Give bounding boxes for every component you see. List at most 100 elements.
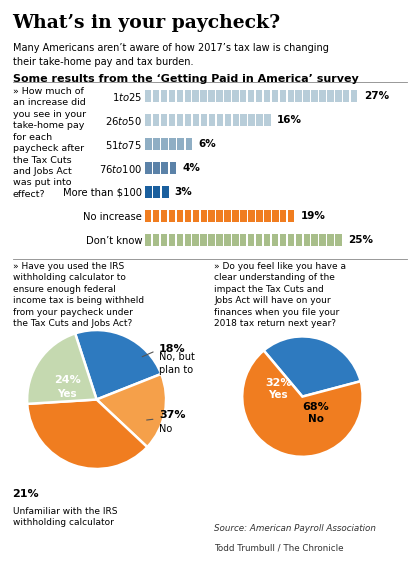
Text: Yes: Yes — [58, 389, 77, 399]
Wedge shape — [75, 330, 161, 400]
Bar — [209, 113, 215, 126]
Bar — [177, 210, 183, 222]
Bar — [225, 113, 231, 126]
Bar — [304, 234, 310, 246]
Text: Some results from the ‘Getting Paid in America’ survey: Some results from the ‘Getting Paid in A… — [13, 74, 358, 84]
Text: 6%: 6% — [198, 139, 216, 149]
Text: 3%: 3% — [175, 187, 192, 197]
Bar — [217, 113, 223, 126]
Text: » Do you feel like you have a
clear understanding of the
impact the Tax Cuts and: » Do you feel like you have a clear unde… — [214, 262, 346, 328]
Bar — [319, 90, 326, 102]
Bar — [153, 162, 160, 174]
Bar — [184, 90, 191, 102]
Bar — [208, 90, 215, 102]
Bar — [145, 113, 151, 126]
Bar — [288, 90, 294, 102]
Text: 21%: 21% — [13, 489, 39, 499]
Text: 16%: 16% — [277, 115, 302, 125]
Bar — [208, 234, 215, 246]
Bar — [224, 210, 231, 222]
Bar — [153, 234, 159, 246]
Bar — [351, 90, 357, 102]
Bar — [335, 90, 341, 102]
Bar — [232, 234, 239, 246]
Bar — [343, 90, 349, 102]
Bar — [193, 210, 199, 222]
Bar — [153, 186, 160, 198]
Bar — [161, 138, 168, 150]
Bar — [161, 113, 167, 126]
Bar — [312, 234, 318, 246]
Text: 32%: 32% — [265, 378, 291, 389]
Text: 19%: 19% — [301, 211, 326, 221]
Bar — [200, 210, 207, 222]
Bar — [288, 210, 294, 222]
Bar — [153, 90, 159, 102]
Bar — [241, 113, 247, 126]
Bar — [248, 90, 255, 102]
Bar — [145, 210, 151, 222]
Bar — [264, 234, 270, 246]
Bar — [153, 210, 159, 222]
Bar — [240, 234, 247, 246]
Bar — [208, 210, 215, 222]
Bar — [145, 90, 151, 102]
Text: Many Americans aren’t aware of how 2017’s tax law is changing
their take-home pa: Many Americans aren’t aware of how 2017’… — [13, 43, 328, 67]
Bar — [256, 210, 262, 222]
Bar — [169, 113, 175, 126]
Text: 37%: 37% — [159, 410, 186, 420]
Wedge shape — [264, 336, 361, 397]
Bar — [162, 186, 168, 198]
Bar — [272, 90, 278, 102]
Bar — [240, 90, 247, 102]
Bar — [192, 234, 199, 246]
Text: No: No — [159, 424, 172, 434]
Bar — [248, 210, 255, 222]
Bar — [272, 210, 278, 222]
Bar — [186, 138, 192, 150]
Bar — [280, 234, 286, 246]
Bar — [193, 113, 199, 126]
Text: No: No — [307, 415, 324, 424]
Bar — [177, 113, 183, 126]
Text: 27%: 27% — [364, 91, 389, 101]
Bar — [169, 234, 175, 246]
Bar — [288, 234, 294, 246]
Bar — [240, 210, 247, 222]
Bar — [145, 234, 151, 246]
Bar — [280, 210, 286, 222]
Bar — [264, 90, 270, 102]
Bar — [296, 234, 302, 246]
Text: 4%: 4% — [183, 163, 200, 173]
Text: » How much of
an increase did
you see in your
take-home pay
for each
paycheck af: » How much of an increase did you see in… — [13, 87, 86, 199]
Bar — [192, 90, 199, 102]
Bar — [232, 90, 239, 102]
Bar — [216, 210, 223, 222]
Bar — [161, 234, 167, 246]
Bar — [184, 234, 191, 246]
Bar — [256, 113, 263, 126]
Bar — [169, 138, 176, 150]
Text: Source: American Payroll Association: Source: American Payroll Association — [214, 524, 376, 533]
Bar — [185, 113, 191, 126]
Text: 24%: 24% — [54, 375, 81, 385]
Bar — [248, 234, 255, 246]
Bar — [216, 90, 223, 102]
Bar — [177, 138, 184, 150]
Text: 18%: 18% — [159, 345, 186, 354]
Bar — [145, 186, 152, 198]
Bar — [335, 234, 341, 246]
Bar — [303, 90, 310, 102]
Bar — [176, 90, 183, 102]
Bar — [249, 113, 255, 126]
Bar — [233, 113, 239, 126]
Bar — [145, 162, 152, 174]
Text: Todd Trumbull / The Chronicle: Todd Trumbull / The Chronicle — [214, 543, 344, 552]
Bar — [264, 113, 271, 126]
Bar — [170, 162, 176, 174]
Text: Yes: Yes — [268, 390, 288, 401]
Text: No, but
plan to: No, but plan to — [159, 352, 195, 375]
Bar — [177, 234, 183, 246]
Bar — [169, 210, 175, 222]
Bar — [161, 90, 167, 102]
